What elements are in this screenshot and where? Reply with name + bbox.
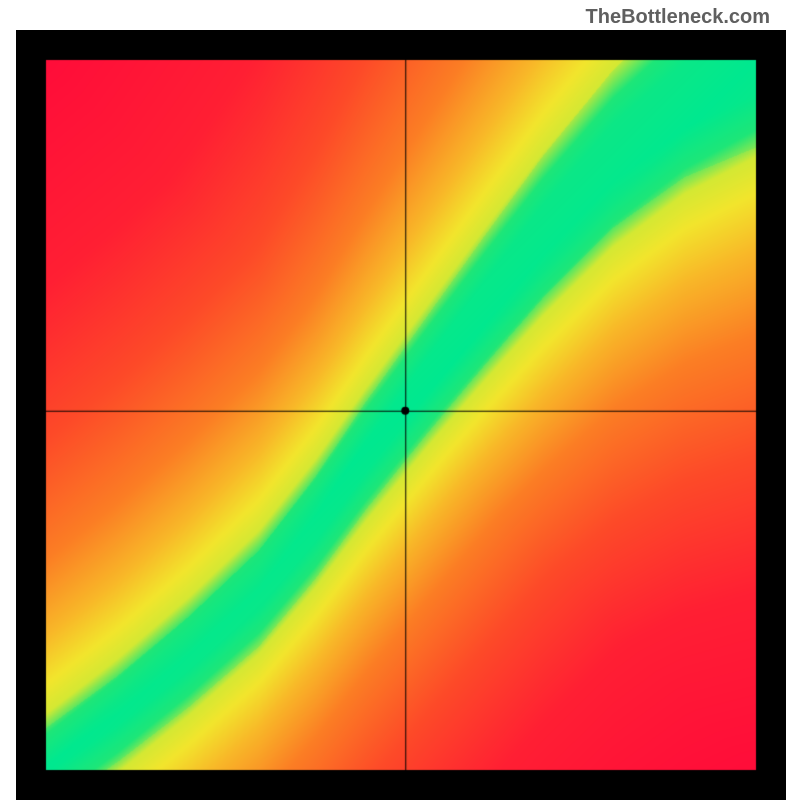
heatmap-canvas: [16, 30, 786, 800]
attribution-text: TheBottleneck.com: [586, 6, 770, 29]
chart-container: TheBottleneck.com: [0, 0, 800, 800]
chart-frame: [16, 30, 786, 800]
